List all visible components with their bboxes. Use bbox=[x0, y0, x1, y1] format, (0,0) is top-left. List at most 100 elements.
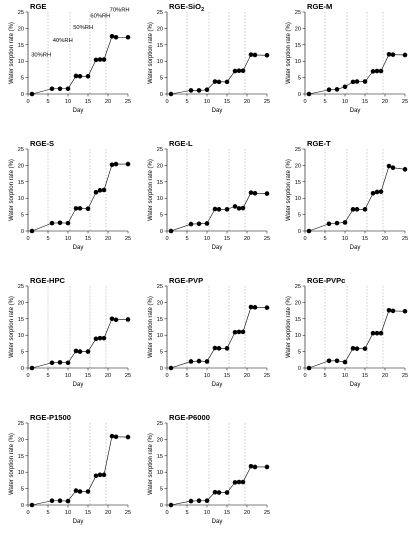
data-point bbox=[342, 84, 348, 90]
x-tick-label: 10 bbox=[65, 373, 71, 379]
data-point bbox=[370, 330, 376, 336]
y-tick-label: 5 bbox=[21, 350, 24, 356]
y-tick-label: 20 bbox=[157, 300, 163, 306]
data-point bbox=[93, 473, 99, 479]
data-point bbox=[29, 91, 35, 97]
y-tick-label: 5 bbox=[160, 350, 163, 356]
y-tick-label: 20 bbox=[295, 26, 301, 32]
data-point bbox=[168, 91, 174, 97]
chart-panel: 0 5 10 15 20 25 0 5 10 15 20 25 Day Water sorption ra… bbox=[148, 2, 270, 114]
data-point bbox=[240, 479, 246, 485]
y-tick-label: 15 bbox=[18, 43, 24, 49]
x-tick-label: 0 bbox=[26, 236, 29, 242]
data-point bbox=[402, 52, 408, 58]
data-point bbox=[29, 502, 35, 508]
data-point bbox=[334, 220, 340, 226]
x-tick-label: 5 bbox=[323, 373, 326, 379]
x-axis-title: Day bbox=[212, 519, 223, 525]
data-point bbox=[212, 489, 218, 495]
data-point bbox=[248, 463, 254, 469]
data-point bbox=[188, 498, 194, 504]
data-point bbox=[374, 189, 380, 195]
data-point bbox=[342, 359, 348, 365]
data-point bbox=[264, 464, 270, 470]
data-point bbox=[77, 73, 83, 79]
data-point bbox=[196, 498, 202, 504]
x-tick-label: 15 bbox=[224, 510, 230, 516]
y-tick-label: 0 bbox=[21, 92, 24, 98]
data-point bbox=[212, 79, 218, 84]
x-tick-label: 25 bbox=[402, 373, 408, 379]
x-tick-label: 5 bbox=[185, 373, 188, 379]
chart-panel: 0 5 10 15 20 25 0 5 10 15 20 25 Day Water sorption ra… bbox=[9, 276, 131, 388]
data-point bbox=[370, 190, 376, 196]
y-tick-label: 15 bbox=[18, 317, 24, 323]
y-axis-title: Water sorption rate (%) bbox=[9, 159, 15, 221]
y-tick-label: 25 bbox=[157, 147, 163, 153]
y-tick-label: 5 bbox=[298, 76, 301, 82]
x-tick-label: 10 bbox=[65, 236, 71, 242]
y-axis-title: Water sorption rate (%) bbox=[286, 159, 292, 221]
y-tick-label: 10 bbox=[18, 470, 24, 476]
y-tick-label: 25 bbox=[295, 147, 301, 153]
y-tick-label: 10 bbox=[295, 196, 301, 202]
data-point bbox=[232, 480, 238, 485]
panel-title-main: RGE bbox=[30, 2, 46, 11]
data-point bbox=[65, 220, 71, 226]
y-tick-label: 25 bbox=[18, 421, 24, 427]
data-point bbox=[77, 349, 83, 354]
data-point bbox=[252, 190, 258, 196]
y-tick-label: 15 bbox=[295, 180, 301, 186]
x-tick-label: 15 bbox=[362, 99, 368, 105]
x-tick-label: 10 bbox=[204, 236, 210, 242]
data-point bbox=[29, 365, 35, 371]
stage-rh-label: 40%RH bbox=[53, 38, 73, 44]
panel-title: RGE-PVPc bbox=[307, 276, 345, 285]
data-point bbox=[204, 359, 210, 364]
y-tick-label: 15 bbox=[295, 317, 301, 323]
y-tick-label: 25 bbox=[18, 10, 24, 16]
panel-title-main: RGE-PVPc bbox=[307, 276, 345, 285]
data-point bbox=[77, 489, 83, 494]
data-point bbox=[101, 57, 107, 62]
data-point bbox=[93, 189, 99, 195]
x-tick-label: 5 bbox=[46, 510, 49, 516]
data-point bbox=[240, 68, 246, 74]
x-tick-label: 25 bbox=[125, 99, 131, 105]
data-point bbox=[109, 316, 115, 322]
data-point bbox=[354, 79, 360, 84]
data-point bbox=[49, 220, 55, 226]
data-point bbox=[378, 68, 384, 74]
data-point bbox=[73, 73, 79, 79]
y-tick-label: 5 bbox=[160, 213, 163, 219]
data-point bbox=[386, 307, 392, 313]
x-tick-label: 20 bbox=[244, 373, 250, 379]
panel-title-main: RGE-P6000 bbox=[169, 413, 210, 422]
x-tick-label: 10 bbox=[65, 510, 71, 516]
data-point bbox=[264, 305, 270, 310]
data-point bbox=[101, 187, 107, 193]
panel-title: RGE-M bbox=[307, 2, 332, 11]
y-tick-label: 15 bbox=[157, 180, 163, 186]
data-point bbox=[350, 207, 356, 212]
data-point bbox=[252, 305, 258, 310]
chart-panel: 0 5 10 15 20 25 0 5 10 15 20 25 Day Water sorption ra… bbox=[286, 2, 408, 114]
data-point bbox=[73, 348, 79, 354]
panel-title-main: RGE-T bbox=[307, 139, 331, 148]
data-point bbox=[264, 191, 270, 196]
x-tick-label: 10 bbox=[342, 99, 348, 105]
panel-title-main: RGE-HPC bbox=[30, 276, 66, 285]
series-line bbox=[170, 54, 268, 95]
y-tick-label: 10 bbox=[295, 333, 301, 339]
chart-panel: 0 5 10 15 20 25 0 5 10 15 20 25 Day Water sorption ra… bbox=[286, 139, 408, 251]
x-tick-label: 25 bbox=[264, 510, 270, 516]
data-point bbox=[236, 329, 242, 335]
x-tick-label: 0 bbox=[165, 236, 168, 242]
data-point bbox=[196, 358, 202, 364]
data-point bbox=[109, 162, 115, 168]
x-tick-label: 15 bbox=[85, 373, 91, 379]
data-point bbox=[93, 336, 99, 342]
data-point bbox=[342, 220, 348, 225]
x-tick-label: 20 bbox=[244, 510, 250, 516]
y-tick-label: 25 bbox=[18, 147, 24, 153]
